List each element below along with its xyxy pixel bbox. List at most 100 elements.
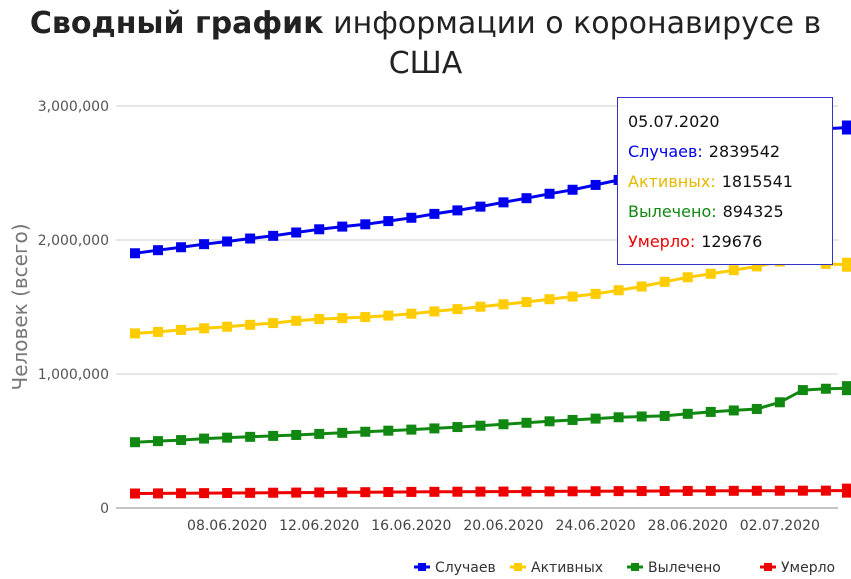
data-point[interactable] [406,486,417,497]
data-point[interactable] [774,485,785,496]
data-point[interactable] [130,328,140,339]
data-point[interactable] [705,485,716,496]
data-point[interactable] [521,297,532,308]
data-point[interactable] [590,288,601,299]
data-point[interactable] [544,416,555,427]
data-point[interactable] [314,487,325,498]
data-point[interactable] [130,437,140,448]
data-point[interactable] [820,383,831,394]
data-point[interactable] [544,188,555,199]
data-point[interactable] [590,413,601,424]
data-point[interactable] [429,208,440,219]
data-point[interactable] [245,431,256,442]
data-point[interactable] [498,299,509,310]
data-point[interactable] [383,310,394,321]
data-point[interactable] [452,486,463,497]
data-point[interactable] [199,488,210,499]
data-point[interactable] [360,219,371,230]
data-point[interactable] [475,201,486,212]
data-point[interactable] [291,487,302,498]
data-point[interactable] [797,385,808,396]
data-point[interactable] [567,184,578,195]
data-point[interactable] [222,236,233,247]
data-point[interactable] [222,487,233,498]
data-point[interactable] [176,242,187,253]
data-point[interactable] [268,430,279,441]
data-point[interactable] [498,486,509,497]
data-point[interactable] [705,406,716,417]
data-point[interactable] [153,326,164,337]
data-point[interactable] [268,318,279,329]
data-point[interactable] [613,486,624,497]
data-point[interactable] [544,294,555,305]
data-point[interactable] [751,485,762,496]
data-point[interactable] [728,485,739,496]
data-point[interactable] [567,414,578,425]
data-point[interactable] [682,272,693,283]
legend-item[interactable]: Случаев [414,560,496,576]
data-point[interactable] [291,315,302,326]
data-point[interactable] [406,212,417,223]
data-point[interactable] [199,433,210,444]
data-point[interactable] [682,408,693,419]
data-point[interactable] [841,120,851,135]
data-point[interactable] [130,488,140,499]
data-point[interactable] [452,205,463,216]
data-point[interactable] [636,281,647,292]
data-point[interactable] [521,417,532,428]
data-point[interactable] [429,306,440,317]
data-point[interactable] [841,381,851,396]
data-point[interactable] [659,485,670,496]
data-point[interactable] [337,427,348,438]
data-point[interactable] [314,224,325,235]
data-point[interactable] [590,486,601,497]
data-point[interactable] [199,323,210,334]
data-point[interactable] [245,233,256,244]
data-point[interactable] [337,487,348,498]
data-point[interactable] [659,410,670,421]
data-point[interactable] [521,486,532,497]
data-point[interactable] [429,423,440,434]
data-point[interactable] [567,291,578,302]
data-point[interactable] [383,487,394,498]
data-point[interactable] [751,403,762,414]
data-point[interactable] [314,428,325,439]
legend-item[interactable]: Вылечено [627,560,721,576]
data-point[interactable] [613,285,624,296]
data-point[interactable] [337,221,348,232]
data-point[interactable] [613,412,624,423]
data-point[interactable] [153,245,164,256]
data-point[interactable] [841,483,851,498]
data-point[interactable] [314,314,325,325]
data-point[interactable] [751,261,762,272]
data-point[interactable] [682,485,693,496]
data-point[interactable] [130,248,140,259]
data-point[interactable] [383,216,394,227]
data-point[interactable] [360,487,371,498]
data-point[interactable] [636,486,647,497]
data-point[interactable] [728,265,739,276]
data-point[interactable] [774,397,785,408]
data-point[interactable] [590,179,601,190]
data-point[interactable] [820,485,831,496]
data-point[interactable] [475,420,486,431]
data-point[interactable] [268,230,279,241]
data-point[interactable] [245,319,256,330]
legend-item[interactable]: Активных [510,560,603,576]
data-point[interactable] [176,435,187,446]
data-point[interactable] [797,485,808,496]
data-point[interactable] [406,308,417,319]
data-point[interactable] [291,227,302,238]
data-point[interactable] [176,488,187,499]
data-point[interactable] [268,487,279,498]
data-point[interactable] [176,324,187,335]
data-point[interactable] [521,193,532,204]
data-point[interactable] [841,257,851,272]
legend-item[interactable]: Умерло [760,560,835,576]
data-point[interactable] [245,487,256,498]
data-point[interactable] [291,429,302,440]
data-point[interactable] [452,422,463,433]
data-point[interactable] [659,276,670,287]
data-point[interactable] [728,405,739,416]
data-point[interactable] [567,486,578,497]
